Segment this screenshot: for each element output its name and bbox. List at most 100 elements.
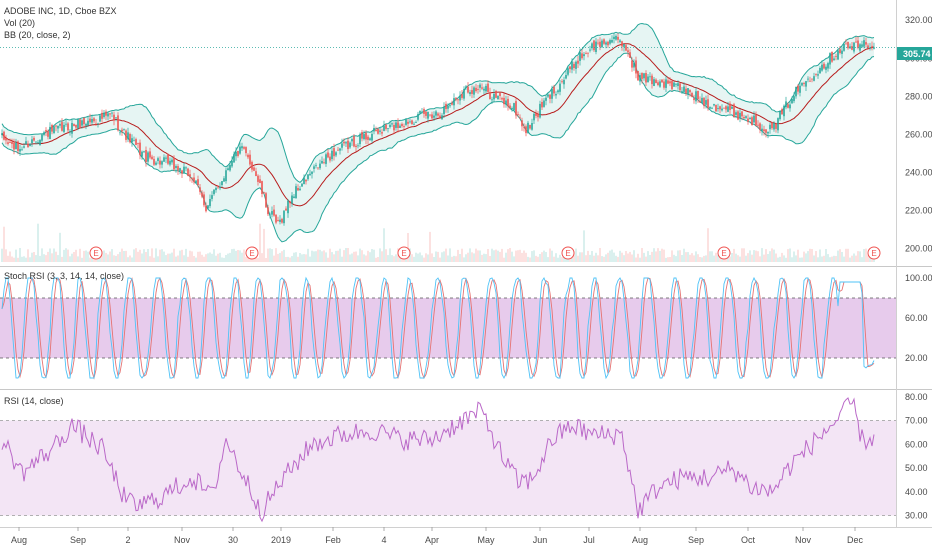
candle[interactable] bbox=[719, 105, 721, 114]
earnings-marker[interactable] bbox=[397, 246, 411, 260]
candle[interactable] bbox=[413, 121, 415, 126]
candle[interactable] bbox=[845, 39, 847, 45]
candle[interactable] bbox=[779, 110, 781, 121]
candle[interactable] bbox=[565, 70, 567, 80]
candle[interactable] bbox=[861, 40, 863, 48]
candle[interactable] bbox=[9, 138, 11, 143]
candle[interactable] bbox=[557, 89, 559, 95]
candle[interactable] bbox=[677, 80, 679, 90]
candle[interactable] bbox=[661, 79, 663, 83]
candle[interactable] bbox=[333, 143, 335, 161]
candle[interactable] bbox=[227, 165, 229, 171]
candle[interactable] bbox=[237, 150, 239, 158]
candle[interactable] bbox=[837, 48, 839, 61]
candle[interactable] bbox=[13, 138, 15, 155]
candle[interactable] bbox=[349, 141, 351, 149]
candle[interactable] bbox=[501, 96, 503, 101]
candle[interactable] bbox=[459, 91, 461, 105]
candle[interactable] bbox=[599, 37, 601, 51]
candle[interactable] bbox=[67, 121, 69, 134]
candle[interactable] bbox=[813, 72, 815, 82]
candle[interactable] bbox=[401, 122, 403, 128]
candle[interactable] bbox=[141, 150, 143, 160]
candle[interactable] bbox=[461, 90, 463, 100]
candle[interactable] bbox=[303, 174, 305, 185]
candle[interactable] bbox=[49, 122, 51, 140]
candle[interactable] bbox=[735, 110, 737, 119]
candle[interactable] bbox=[595, 37, 597, 55]
candle[interactable] bbox=[809, 76, 811, 82]
candle[interactable] bbox=[865, 37, 867, 48]
candle[interactable] bbox=[571, 58, 573, 74]
candle[interactable] bbox=[439, 112, 441, 119]
candle[interactable] bbox=[179, 167, 181, 175]
candle[interactable] bbox=[743, 114, 745, 119]
candle[interactable] bbox=[361, 129, 363, 142]
candle[interactable] bbox=[725, 105, 727, 113]
candle[interactable] bbox=[329, 153, 331, 163]
candle[interactable] bbox=[495, 89, 497, 99]
candle[interactable] bbox=[145, 146, 147, 167]
candle[interactable] bbox=[851, 42, 853, 51]
candle[interactable] bbox=[647, 74, 649, 83]
candle[interactable] bbox=[451, 100, 453, 106]
candle[interactable] bbox=[747, 114, 749, 125]
candle[interactable] bbox=[869, 42, 871, 51]
candle[interactable] bbox=[79, 118, 81, 129]
candle[interactable] bbox=[751, 115, 753, 126]
candle[interactable] bbox=[353, 134, 355, 148]
candle[interactable] bbox=[199, 184, 201, 195]
earnings-marker[interactable] bbox=[867, 246, 881, 260]
rsi-line[interactable] bbox=[1, 397, 875, 523]
candle[interactable] bbox=[807, 76, 809, 83]
candle[interactable] bbox=[365, 130, 367, 145]
candle[interactable] bbox=[847, 41, 849, 50]
candle[interactable] bbox=[103, 110, 105, 119]
candle[interactable] bbox=[31, 135, 33, 147]
candle[interactable] bbox=[373, 124, 375, 135]
candle[interactable] bbox=[273, 205, 275, 217]
candle[interactable] bbox=[771, 121, 773, 130]
candle[interactable] bbox=[873, 42, 875, 50]
candle[interactable] bbox=[509, 103, 511, 110]
candle[interactable] bbox=[99, 114, 101, 123]
candle[interactable] bbox=[745, 115, 747, 120]
candle[interactable] bbox=[391, 122, 393, 127]
earnings-marker[interactable] bbox=[89, 246, 103, 260]
candle[interactable] bbox=[543, 98, 545, 108]
candle[interactable] bbox=[485, 83, 487, 94]
candle[interactable] bbox=[477, 85, 479, 94]
candle[interactable] bbox=[177, 163, 179, 175]
candle[interactable] bbox=[37, 140, 39, 145]
candle[interactable] bbox=[89, 113, 91, 126]
candle[interactable] bbox=[311, 171, 313, 179]
candle[interactable] bbox=[71, 118, 73, 138]
candle[interactable] bbox=[535, 109, 537, 119]
candle[interactable] bbox=[815, 73, 817, 77]
candle[interactable] bbox=[1, 129, 3, 139]
candle[interactable] bbox=[835, 53, 837, 61]
candle[interactable] bbox=[703, 97, 705, 109]
candle[interactable] bbox=[25, 136, 27, 145]
candle[interactable] bbox=[505, 95, 507, 108]
candle[interactable] bbox=[127, 127, 129, 143]
candle[interactable] bbox=[497, 95, 499, 100]
candle[interactable] bbox=[129, 132, 131, 144]
candle[interactable] bbox=[163, 154, 165, 162]
candle[interactable] bbox=[193, 172, 195, 185]
candle[interactable] bbox=[757, 120, 759, 129]
candle[interactable] bbox=[147, 150, 149, 166]
candle[interactable] bbox=[829, 52, 831, 69]
candle[interactable] bbox=[455, 97, 457, 102]
candle[interactable] bbox=[467, 82, 469, 94]
candle[interactable] bbox=[471, 85, 473, 99]
candle[interactable] bbox=[763, 125, 765, 136]
bollinger-upper[interactable] bbox=[1, 22, 875, 184]
candle[interactable] bbox=[465, 85, 467, 90]
candle[interactable] bbox=[821, 60, 823, 72]
candle[interactable] bbox=[327, 149, 329, 159]
candle[interactable] bbox=[457, 98, 459, 105]
candle[interactable] bbox=[701, 93, 703, 104]
candle[interactable] bbox=[105, 109, 107, 121]
candle[interactable] bbox=[241, 142, 243, 151]
